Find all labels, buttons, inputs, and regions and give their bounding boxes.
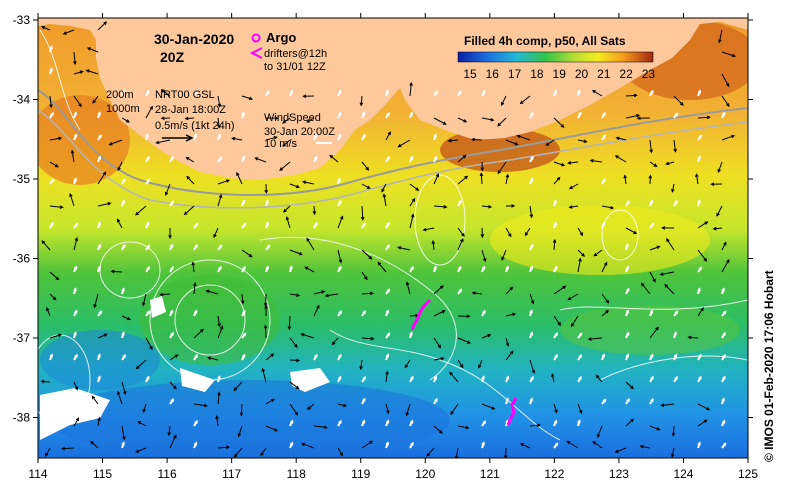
gsl-scale-arrowhead xyxy=(185,134,194,142)
map-date: 30-Jan-2020 xyxy=(154,31,234,47)
gsl-contours xyxy=(38,29,748,441)
argo-label: Argo xyxy=(266,30,296,45)
colorbar-tick-label: 21 xyxy=(597,67,611,81)
colorbar-tick-label: 23 xyxy=(642,67,656,81)
map-frame xyxy=(37,17,749,459)
x-tick-label: 125 xyxy=(738,467,758,481)
y-tick-label: -33 xyxy=(13,13,31,27)
cold-water-west xyxy=(40,330,160,390)
colorbar-tick-label: 17 xyxy=(508,67,522,81)
drifter-symbol xyxy=(249,47,263,59)
isobath-1000m xyxy=(38,109,748,209)
colorbar-tick-label: 16 xyxy=(486,67,500,81)
colorbar-title: Filled 4h comp, p50, All Sats xyxy=(464,34,626,48)
x-tick-label: 118 xyxy=(287,467,306,481)
argo-symbol xyxy=(251,33,261,43)
cloud-gap xyxy=(150,296,166,318)
eddy-green xyxy=(140,275,280,365)
drifter-track xyxy=(506,397,518,426)
x-tick-label: 114 xyxy=(28,467,47,481)
wind-title: WindSpeed xyxy=(264,112,321,124)
x-tick-label: 117 xyxy=(222,467,241,481)
colorbar-tick-label: 19 xyxy=(553,67,567,81)
drifter-track xyxy=(410,298,432,331)
colorbar-ticks: 15 16 17 18 19 20 21 22 23 xyxy=(463,67,655,81)
isobath-1000-label: 1000m xyxy=(106,103,140,115)
y-tick-label: -34 xyxy=(13,93,31,107)
x-tick-label: 121 xyxy=(480,467,500,481)
x-tick-label: 116 xyxy=(158,467,177,481)
colorbar xyxy=(457,51,654,63)
wind-scale: 10 m/s xyxy=(264,138,298,150)
cloud-gap xyxy=(290,368,330,392)
x-tick-label: 122 xyxy=(544,467,564,481)
colorbar-tick-label: 15 xyxy=(463,67,477,81)
y-tick-label: -38 xyxy=(13,411,31,425)
gsl-scale: 0.5m/s (1kt 24h) xyxy=(155,120,234,132)
gsl-title: NRT00 GSL xyxy=(155,89,215,101)
y-tick-label: -36 xyxy=(13,252,31,266)
colorbar-tick-label: 18 xyxy=(530,67,544,81)
credit-text: © IMOS 01-Feb-2020 17:06 Hobart xyxy=(762,270,776,462)
warm-band xyxy=(490,205,710,275)
x-tick-label: 124 xyxy=(673,467,693,481)
cold-water xyxy=(50,380,450,458)
gsl-time: 28-Jan 18:00Z xyxy=(155,104,226,116)
colorbar-tick-label: 20 xyxy=(575,67,589,81)
drifters-sub: to 31/01 12Z xyxy=(264,61,326,73)
y-axis: -33 -34 -35 -36 -37 -38 xyxy=(13,13,753,425)
drifters-label: drifters@12h xyxy=(264,48,327,60)
x-axis: 114 115 116 117 118 119 120 121 122 123 124 125 xyxy=(28,13,758,481)
x-tick-label: 123 xyxy=(609,467,629,481)
vector-field xyxy=(40,21,737,458)
green-patch xyxy=(560,305,740,355)
map-hour: 20Z xyxy=(160,49,185,65)
isobath-200m xyxy=(38,89,748,196)
y-tick-label: -35 xyxy=(13,172,31,186)
isobath-200-label: 200m xyxy=(106,89,134,101)
x-tick-label: 115 xyxy=(93,467,112,481)
y-tick-label: -37 xyxy=(13,331,31,345)
x-tick-label: 119 xyxy=(351,467,370,481)
colorbar-tick-label: 22 xyxy=(619,67,633,81)
cloud-gap xyxy=(40,388,110,440)
wind-time: 30-Jan 20:00Z xyxy=(264,126,335,138)
x-tick-label: 120 xyxy=(415,467,435,481)
